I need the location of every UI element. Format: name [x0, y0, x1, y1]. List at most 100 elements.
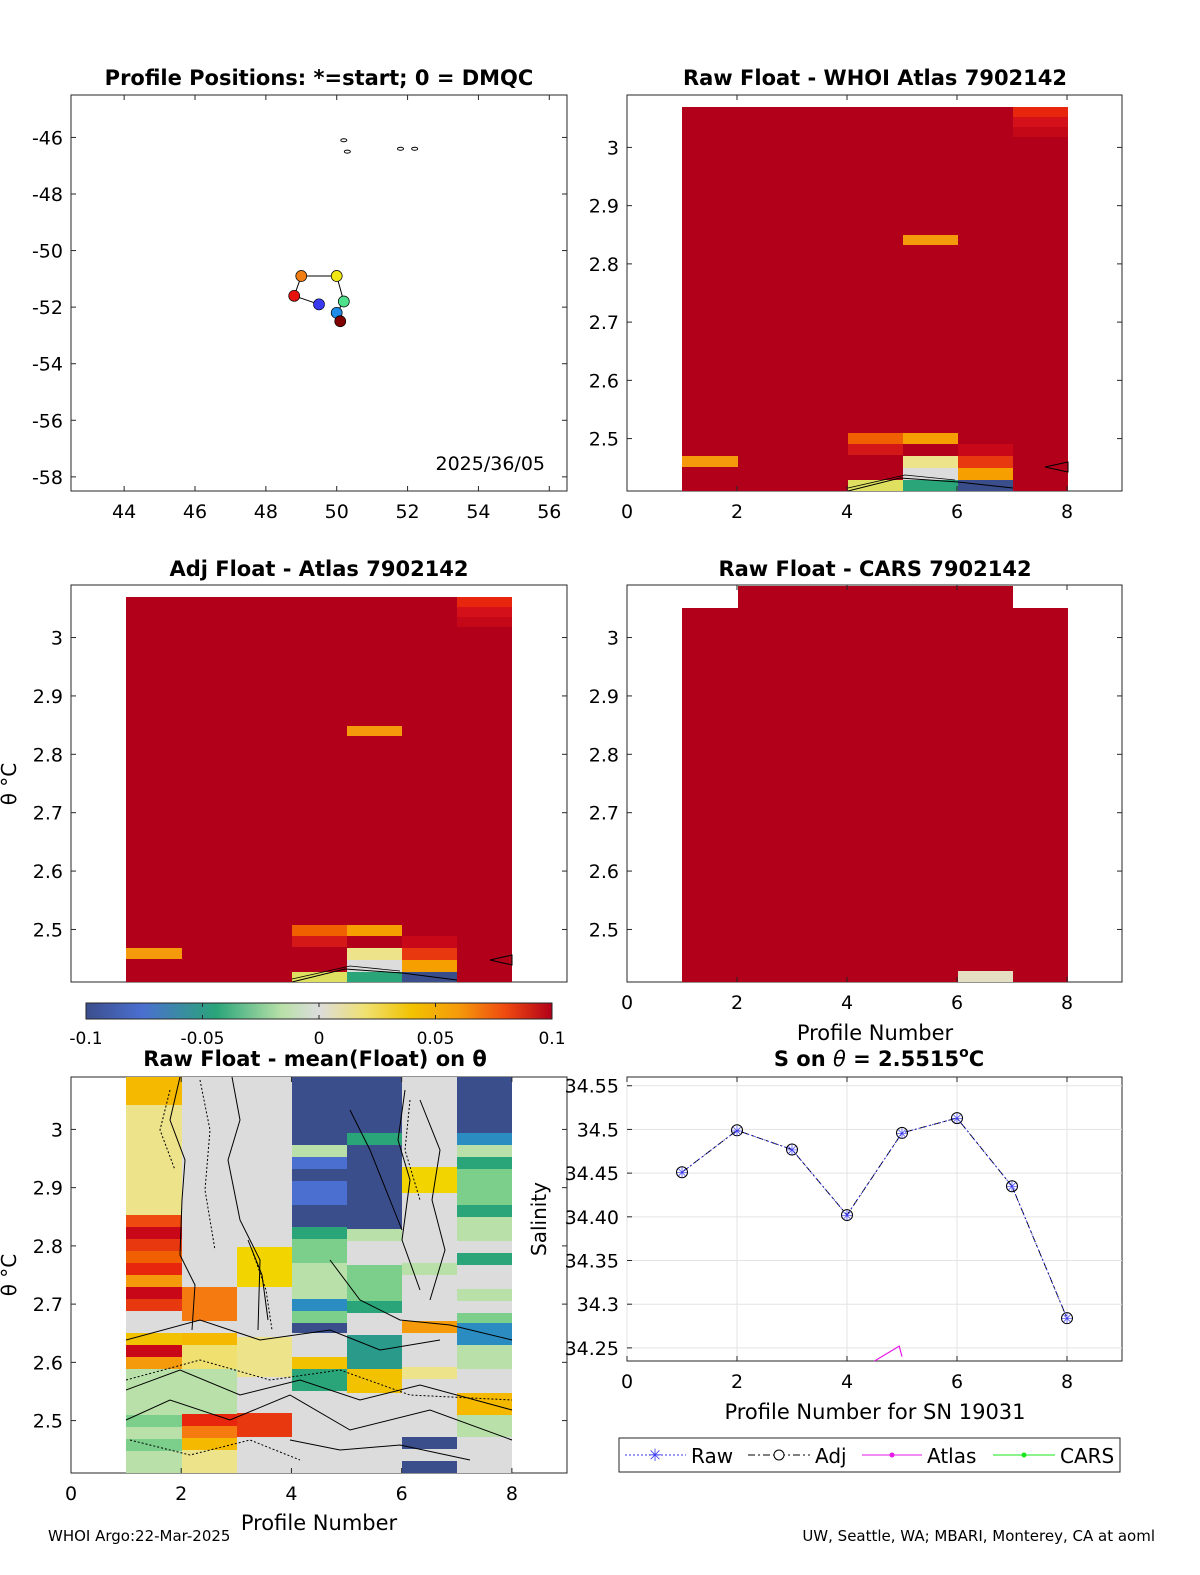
raw-atlas-y-tick-label: 2.6	[589, 370, 619, 392]
adj-point	[786, 1143, 798, 1156]
adj-atlas-title: Adj Float - Atlas 7902142	[169, 557, 468, 581]
positions-x-tick-label: 56	[537, 501, 561, 523]
adj-atlas-y-tick-label: 2.5	[33, 919, 63, 941]
raw-cars-y-tick-label: 3	[607, 628, 619, 650]
salinity-xlabel: Profile Number for SN 19031	[724, 1400, 1025, 1424]
positions-y-tick-label: -52	[32, 297, 63, 319]
raw-point: ✳	[731, 1124, 743, 1140]
raw-point: ✳	[841, 1209, 853, 1225]
positions-x-ticks: 44 46 48 50 52 54 56	[112, 95, 561, 523]
colorbar: -0.1 -0.05 0 0.05 0.1	[69, 1002, 566, 1049]
atlas-line	[874, 1345, 903, 1362]
colorbar-tick-label: 0.05	[417, 1029, 455, 1049]
raw-cars-x-ticks: 0 2 4 6 8	[621, 585, 1073, 1014]
adj-atlas-heatmap	[126, 597, 513, 983]
raw-line	[681, 1117, 1068, 1319]
track-point	[288, 289, 301, 302]
island-outline	[411, 146, 419, 151]
raw-atlas-x-tick-label: 4	[841, 501, 853, 523]
positions-x-tick-label: 44	[112, 501, 136, 523]
raw-cars-y-ticks: 2.5 2.6 2.7 2.8 2.9 3	[589, 628, 1122, 941]
island-outline	[343, 149, 351, 154]
adj-atlas-y-tick-label: 2.9	[33, 686, 63, 708]
salinity-x-tick-label: 0	[621, 1371, 633, 1393]
positions-x-tick-label: 52	[395, 501, 419, 523]
anomaly-x-tick-label: 4	[285, 1483, 297, 1505]
raw-cars-x-tick-label: 8	[1061, 992, 1073, 1014]
salinity-y-tick-label: 34.55	[565, 1076, 619, 1098]
positions-x-tick-label: 54	[466, 501, 490, 523]
raw-cars-x-tick-label: 4	[841, 992, 853, 1014]
footer-left: WHOI Argo:22-Mar-2025	[48, 1527, 231, 1545]
track-point	[334, 315, 347, 328]
salinity-title-prefix: S on	[774, 1047, 833, 1071]
salinity-axes-box	[626, 1076, 1123, 1362]
adj-point	[951, 1112, 963, 1125]
track-point	[337, 295, 350, 308]
raw-atlas-heatmap	[682, 107, 1069, 492]
legend-raw-marker: ✳	[648, 1446, 662, 1466]
start-marker: ✳	[312, 295, 325, 314]
raw-atlas-x-tick-label: 2	[731, 501, 743, 523]
raw-atlas-title: Raw Float - WHOI Atlas 7902142	[683, 66, 1067, 90]
positions-y-tick-label: -46	[32, 127, 63, 149]
colorbar-tick-label: 0	[314, 1029, 325, 1049]
anomaly-panel: Raw Float - mean(Float) on θ	[0, 1047, 568, 1535]
positions-panel: Profile Positions: *=start; 0 = DMQC 44 4…	[32, 66, 568, 523]
salinity-x-tick-label: 4	[841, 1371, 853, 1393]
adj-atlas-y-tick-label: 2.7	[33, 803, 63, 825]
anomaly-x-tick-label: 0	[65, 1483, 77, 1505]
raw-point: ✳	[1006, 1180, 1018, 1196]
raw-atlas-y-tick-label: 2.9	[589, 196, 619, 218]
legend-adj-label: Adj	[815, 1444, 847, 1468]
coastline	[340, 138, 419, 154]
positions-y-tick-label: -58	[32, 467, 63, 489]
raw-atlas-y-tick-label: 2.8	[589, 254, 619, 276]
legend-atlas-marker	[889, 1452, 895, 1458]
raw-atlas-y-tick-label: 2.5	[589, 429, 619, 451]
float-track: ✳	[288, 270, 350, 328]
salinity-x-ticks: 0 2 4 6 8	[621, 1077, 1073, 1393]
footer-right: UW, Seattle, WA; MBARI, Monterey, CA at …	[802, 1527, 1155, 1545]
salinity-series: ✳ ✳ ✳ ✳ ✳ ✳ ✳ ✳	[676, 1112, 1073, 1362]
salinity-grid	[626, 1077, 1122, 1361]
anomaly-title: Raw Float - mean(Float) on θ	[143, 1047, 487, 1071]
adj-atlas-y-tick-label: 2.6	[33, 861, 63, 883]
adj-point	[1061, 1312, 1073, 1325]
salinity-title-sup: o	[959, 1045, 969, 1061]
salinity-y-tick-label: 34.3	[577, 1294, 619, 1316]
anomaly-x-tick-label: 6	[396, 1483, 408, 1505]
adj-point	[676, 1166, 688, 1179]
adj-atlas-y-ticks: 2.5 2.6 2.7 2.8 2.9 3	[33, 628, 567, 941]
adj-point	[896, 1126, 908, 1139]
salinity-x-tick-label: 2	[731, 1371, 743, 1393]
raw-cars-title: Raw Float - CARS 7902142	[718, 557, 1031, 581]
positions-x-tick-label: 46	[183, 501, 207, 523]
anomaly-y-tick-label: 2.5	[33, 1411, 63, 1433]
salinity-title: S on θ = 2.5515oC	[774, 1045, 984, 1071]
island-outline	[340, 138, 348, 143]
raw-cars-y-tick-label: 2.7	[589, 803, 619, 825]
salinity-title-symbol: θ	[833, 1047, 846, 1071]
colorbar-tick-label: 0.1	[538, 1029, 565, 1049]
raw-cars-y-tick-label: 2.9	[589, 686, 619, 708]
raw-point: ✳	[676, 1166, 688, 1182]
raw-cars-panel: Raw Float - CARS 7902142 0 2 4 6 8 2.5 2.6 2.7…	[589, 557, 1123, 1045]
positions-y-ticks: -46 -48 -50 -52 -54 -56 -58	[32, 127, 567, 489]
salinity-y-tick-label: 34.40	[565, 1207, 619, 1229]
salinity-ylabel: Salinity	[527, 1182, 551, 1256]
raw-cars-x-tick-label: 6	[951, 992, 963, 1014]
raw-cars-xlabel: Profile Number	[797, 1021, 954, 1045]
legend-cars-marker	[1021, 1452, 1027, 1458]
raw-atlas-x-tick-label: 6	[951, 501, 963, 523]
positions-x-tick-label: 48	[254, 501, 278, 523]
salinity-y-tick-label: 34.5	[577, 1119, 619, 1141]
positions-y-tick-label: -54	[32, 354, 63, 376]
positions-x-tick-label: 50	[325, 501, 349, 523]
positions-axes-box	[70, 94, 568, 492]
anomaly-y-tick-label: 2.9	[33, 1178, 63, 1200]
raw-atlas-y-tick-label: 3	[607, 137, 619, 159]
positions-y-tick-label: -50	[32, 241, 63, 263]
